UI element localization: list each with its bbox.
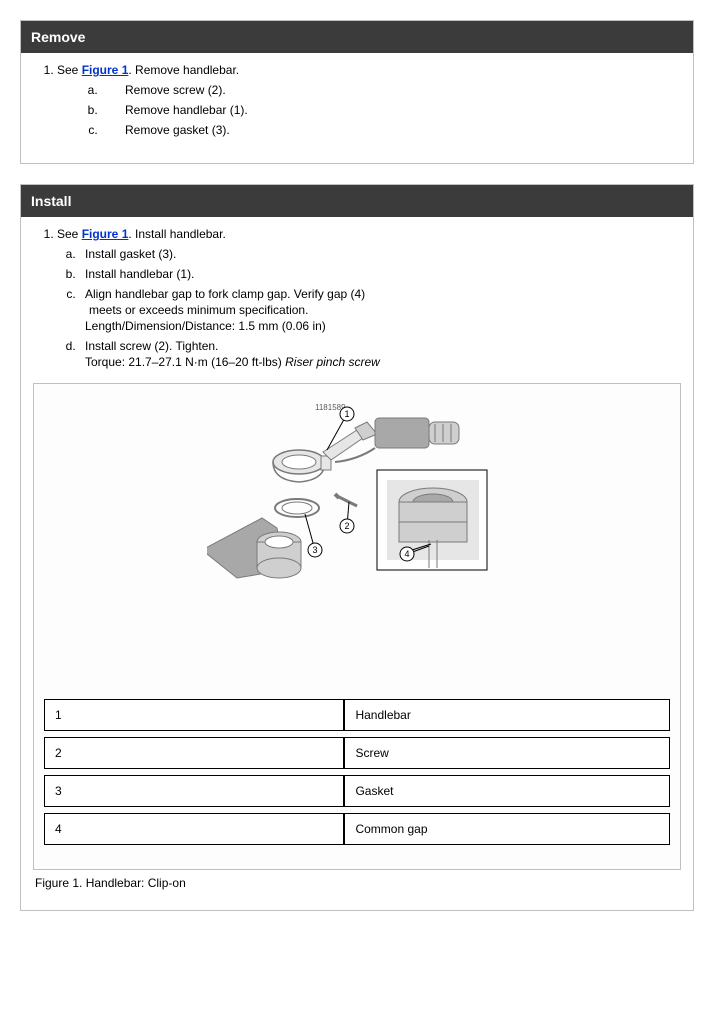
install-step-1-prefix: See bbox=[57, 227, 82, 241]
svg-text:1: 1 bbox=[344, 409, 349, 419]
figure-1-diagram-wrap: 11815891234 bbox=[44, 394, 670, 693]
remove-step-1-suffix: . Remove handlebar. bbox=[128, 63, 239, 77]
table-row: 4 Common gap bbox=[44, 813, 670, 845]
svg-text:3: 3 bbox=[312, 545, 317, 555]
svg-text:4: 4 bbox=[404, 549, 409, 559]
install-step-1-suffix: . Install handlebar. bbox=[128, 227, 225, 241]
remove-body: See Figure 1. Remove handlebar. Remove s… bbox=[21, 53, 693, 163]
install-c-line3: Length/Dimension/Distance: 1.5 mm (0.06 … bbox=[85, 319, 681, 333]
remove-substeps: Remove screw (2). Remove handlebar (1). … bbox=[57, 83, 681, 137]
svg-text:2: 2 bbox=[344, 521, 349, 531]
remove-step-1-prefix: See bbox=[57, 63, 82, 77]
table-row: 1 Handlebar bbox=[44, 699, 670, 731]
legend-num-2: 2 bbox=[44, 737, 344, 769]
install-header: Install bbox=[21, 185, 693, 217]
install-substep-c: Align handlebar gap to fork clamp gap. V… bbox=[79, 287, 681, 333]
figure-1-legend-table: 1 Handlebar 2 Screw 3 Gasket 4 bbox=[44, 693, 670, 851]
legend-label-4: Common gap bbox=[344, 813, 670, 845]
figure-1-box: 11815891234 1 Handlebar 2 Screw bbox=[33, 383, 681, 870]
remove-panel: Remove See Figure 1. Remove handlebar. R… bbox=[20, 20, 694, 164]
figure-1-caption: Figure 1. Handlebar: Clip-on bbox=[35, 876, 681, 890]
remove-steps: See Figure 1. Remove handlebar. Remove s… bbox=[33, 63, 681, 137]
page: Remove See Figure 1. Remove handlebar. R… bbox=[0, 20, 714, 951]
figure-1-link-2[interactable]: Figure 1 bbox=[82, 227, 129, 241]
remove-header: Remove bbox=[21, 21, 693, 53]
install-d-line2-italic: Riser pinch screw bbox=[285, 355, 380, 369]
legend-num-1: 1 bbox=[44, 699, 344, 731]
install-d-line2-prefix: Torque: 21.7–27.1 N·m (16–20 ft-lbs) bbox=[85, 355, 285, 369]
legend-label-2: Screw bbox=[344, 737, 670, 769]
install-step-1: See Figure 1. Install handlebar. Install… bbox=[57, 227, 681, 369]
remove-substep-b: Remove handlebar (1). bbox=[101, 103, 681, 117]
install-c-line1: Align handlebar gap to fork clamp gap. V… bbox=[85, 287, 365, 301]
figure-1-diagram: 11815891234 bbox=[207, 400, 507, 583]
legend-label-3: Gasket bbox=[344, 775, 670, 807]
install-substep-d: Install screw (2). Tighten. Torque: 21.7… bbox=[79, 339, 681, 369]
remove-substep-c: Remove gasket (3). bbox=[101, 123, 681, 137]
legend-label-1: Handlebar bbox=[344, 699, 670, 731]
table-row: 3 Gasket bbox=[44, 775, 670, 807]
figure-1-link[interactable]: Figure 1 bbox=[82, 63, 129, 77]
legend-num-3: 3 bbox=[44, 775, 344, 807]
install-body: See Figure 1. Install handlebar. Install… bbox=[21, 217, 693, 910]
handlebar-diagram-svg: 11815891234 bbox=[207, 400, 507, 580]
install-substep-a: Install gasket (3). bbox=[79, 247, 681, 261]
install-d-line2: Torque: 21.7–27.1 N·m (16–20 ft-lbs) Ris… bbox=[85, 355, 681, 369]
table-row: 2 Screw bbox=[44, 737, 670, 769]
remove-step-1: See Figure 1. Remove handlebar. Remove s… bbox=[57, 63, 681, 137]
remove-substep-a: Remove screw (2). bbox=[101, 83, 681, 97]
install-steps: See Figure 1. Install handlebar. Install… bbox=[33, 227, 681, 369]
install-c-line2: meets or exceeds minimum specification. bbox=[89, 303, 681, 317]
install-panel: Install See Figure 1. Install handlebar.… bbox=[20, 184, 694, 911]
install-substep-b: Install handlebar (1). bbox=[79, 267, 681, 281]
install-d-line1: Install screw (2). Tighten. bbox=[85, 339, 218, 353]
install-substeps: Install gasket (3). Install handlebar (1… bbox=[57, 247, 681, 369]
legend-num-4: 4 bbox=[44, 813, 344, 845]
